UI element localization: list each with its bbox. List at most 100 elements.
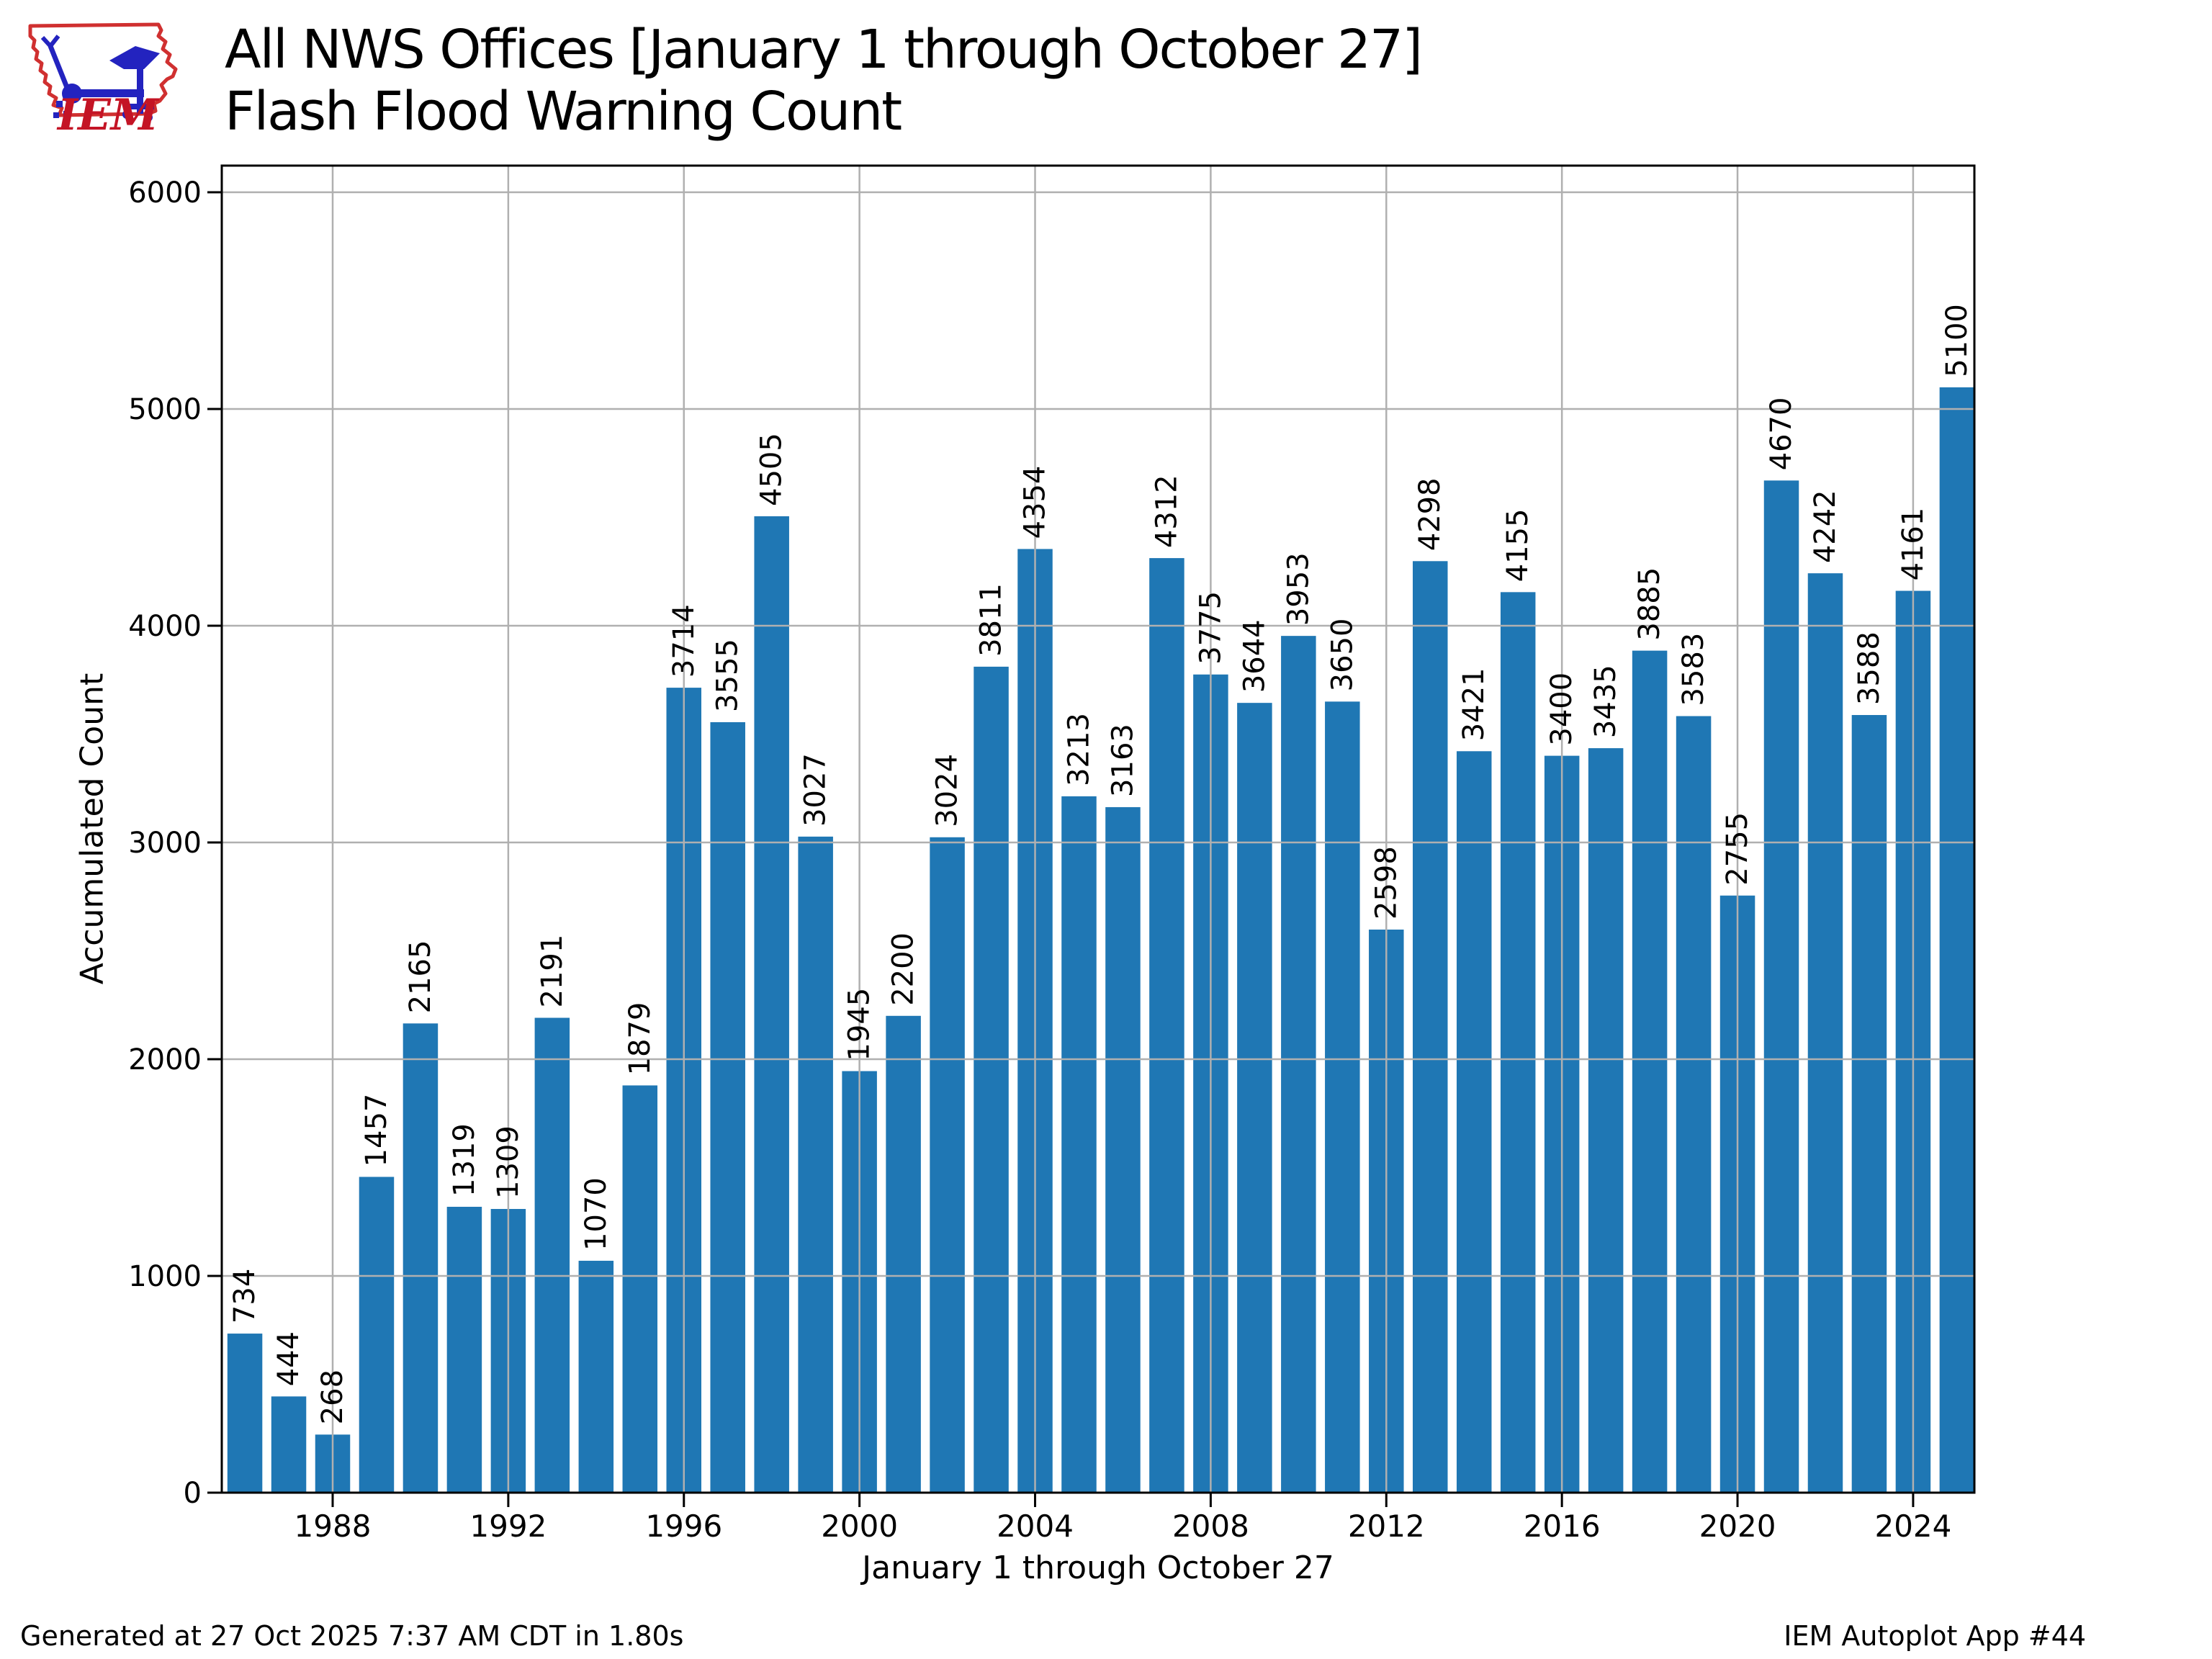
bar-label-1994: 1070 bbox=[580, 1177, 613, 1251]
bar-label-2023: 3588 bbox=[1853, 631, 1886, 705]
bar-label-2005: 3213 bbox=[1062, 713, 1095, 786]
bar-2007 bbox=[1149, 558, 1184, 1493]
bar-label-1986: 734 bbox=[228, 1269, 261, 1323]
x-axis-label: January 1 through October 27 bbox=[862, 1550, 1334, 1586]
bar-label-2016: 3400 bbox=[1545, 673, 1578, 746]
bar-label-2003: 3811 bbox=[975, 583, 1008, 657]
y-axis-label: Accumulated Count bbox=[73, 673, 111, 985]
bar-2005 bbox=[1061, 796, 1097, 1493]
bar-label-2015: 4155 bbox=[1501, 509, 1534, 583]
bar-label-2001: 2200 bbox=[887, 932, 920, 1006]
bar-2018 bbox=[1632, 650, 1668, 1493]
bar-label-1987: 444 bbox=[272, 1331, 305, 1386]
title-line-2: Flash Flood Warning Count bbox=[225, 81, 902, 143]
bar-1999 bbox=[798, 836, 833, 1493]
bar-1995 bbox=[622, 1085, 658, 1493]
title-line-1: All NWS Offices [January 1 through Octob… bbox=[225, 19, 1423, 81]
bar-1994 bbox=[578, 1260, 614, 1493]
bar-label-2004: 4354 bbox=[1019, 466, 1052, 539]
bar-label-2021: 4670 bbox=[1765, 397, 1798, 471]
bar-label-2006: 3163 bbox=[1106, 724, 1139, 797]
bar-2013 bbox=[1413, 561, 1448, 1493]
bar-label-2024: 4161 bbox=[1897, 508, 1930, 581]
bar-label-1990: 2165 bbox=[404, 940, 437, 1014]
bar-2015 bbox=[1500, 592, 1536, 1493]
bar-2017 bbox=[1588, 748, 1624, 1493]
footer-app-text: IEM Autoplot App #44 bbox=[1784, 1620, 2086, 1652]
ticklabel-y-2000: 2000 bbox=[128, 1043, 202, 1076]
logo-iem-text: IEM bbox=[56, 90, 160, 138]
bar-label-2018: 3885 bbox=[1633, 567, 1666, 641]
bar-label-2008: 3775 bbox=[1194, 591, 1227, 665]
bar-1990 bbox=[403, 1023, 439, 1493]
bar-label-1991: 1319 bbox=[448, 1123, 481, 1197]
bar-label-1995: 1879 bbox=[624, 1002, 657, 1076]
iem-logo: IEM bbox=[28, 22, 178, 138]
ticklabel-x-2024: 2024 bbox=[1874, 1509, 1951, 1544]
bar-label-2002: 3024 bbox=[931, 754, 964, 827]
bar-2022 bbox=[1807, 573, 1843, 1493]
bar-label-2020: 2755 bbox=[1721, 812, 1754, 886]
ticklabel-x-1992: 1992 bbox=[469, 1509, 547, 1544]
ticklabel-x-2004: 2004 bbox=[997, 1509, 1074, 1544]
bar-label-1999: 3027 bbox=[799, 753, 832, 827]
bar-2023 bbox=[1851, 715, 1887, 1493]
ticklabel-y-1000: 1000 bbox=[128, 1260, 202, 1293]
bar-1987 bbox=[271, 1396, 307, 1493]
bar-label-1992: 1309 bbox=[492, 1125, 525, 1199]
bar-2014 bbox=[1456, 751, 1492, 1493]
bar-label-2011: 3650 bbox=[1326, 619, 1359, 692]
ticklabel-y-6000: 6000 bbox=[128, 176, 202, 210]
bar-1997 bbox=[710, 721, 745, 1493]
bar-label-2017: 3435 bbox=[1589, 665, 1622, 738]
bar-2009 bbox=[1237, 703, 1272, 1493]
bar-label-2025: 5100 bbox=[1941, 304, 1974, 377]
bar-1991 bbox=[446, 1206, 482, 1493]
bar-2021 bbox=[1763, 480, 1799, 1493]
plot-border bbox=[220, 164, 1976, 1494]
bar-label-1996: 3714 bbox=[667, 604, 701, 678]
bar-label-2013: 4298 bbox=[1413, 478, 1447, 552]
bar-label-1988: 268 bbox=[316, 1370, 349, 1424]
ticklabel-y-0: 0 bbox=[184, 1477, 202, 1510]
bar-2006 bbox=[1105, 806, 1141, 1493]
bar-label-2012: 2598 bbox=[1370, 846, 1403, 920]
ticklabel-x-2008: 2008 bbox=[1172, 1509, 1249, 1544]
bar-label-1993: 2191 bbox=[536, 935, 569, 1008]
ticklabel-y-4000: 4000 bbox=[128, 610, 202, 643]
ticklabel-x-1988: 1988 bbox=[295, 1509, 372, 1544]
ticklabel-x-2012: 2012 bbox=[1348, 1509, 1425, 1544]
ticklabel-x-2016: 2016 bbox=[1524, 1509, 1601, 1544]
ticklabel-y-3000: 3000 bbox=[128, 827, 202, 860]
bar-label-2000: 1945 bbox=[843, 988, 876, 1061]
ticklabel-x-2020: 2020 bbox=[1699, 1509, 1776, 1544]
bar-label-1998: 4505 bbox=[755, 433, 788, 506]
bar-2001 bbox=[886, 1015, 921, 1493]
bar-label-2009: 3644 bbox=[1238, 619, 1271, 693]
bar-label-1997: 3555 bbox=[711, 639, 745, 712]
bar-1993 bbox=[534, 1017, 570, 1493]
bar-label-2014: 3421 bbox=[1457, 667, 1491, 741]
bar-label-1989: 1457 bbox=[360, 1094, 393, 1167]
bar-label-2007: 4312 bbox=[1150, 475, 1183, 548]
weather-vane-icon bbox=[40, 35, 160, 122]
bar-2025 bbox=[1939, 387, 1975, 1493]
bar-1998 bbox=[754, 516, 789, 1493]
footer-generated-text: Generated at 27 Oct 2025 7:37 AM CDT in … bbox=[20, 1620, 684, 1652]
ticklabel-y-5000: 5000 bbox=[128, 393, 202, 426]
bar-label-2022: 4242 bbox=[1809, 490, 1842, 563]
bar-2011 bbox=[1325, 701, 1360, 1493]
bar-2010 bbox=[1281, 636, 1316, 1493]
ticklabel-x-2000: 2000 bbox=[821, 1509, 898, 1544]
ticklabel-x-1996: 1996 bbox=[645, 1509, 722, 1544]
chart-title: All NWS Offices [January 1 through Octob… bbox=[225, 19, 1423, 143]
bar-2003 bbox=[974, 666, 1009, 1493]
bar-2002 bbox=[930, 837, 965, 1493]
bar-label-2019: 3583 bbox=[1677, 633, 1710, 706]
bar-2019 bbox=[1676, 716, 1712, 1493]
bar-label-2010: 3953 bbox=[1282, 552, 1315, 626]
bar-1986 bbox=[227, 1334, 263, 1493]
bar-1989 bbox=[359, 1177, 395, 1493]
